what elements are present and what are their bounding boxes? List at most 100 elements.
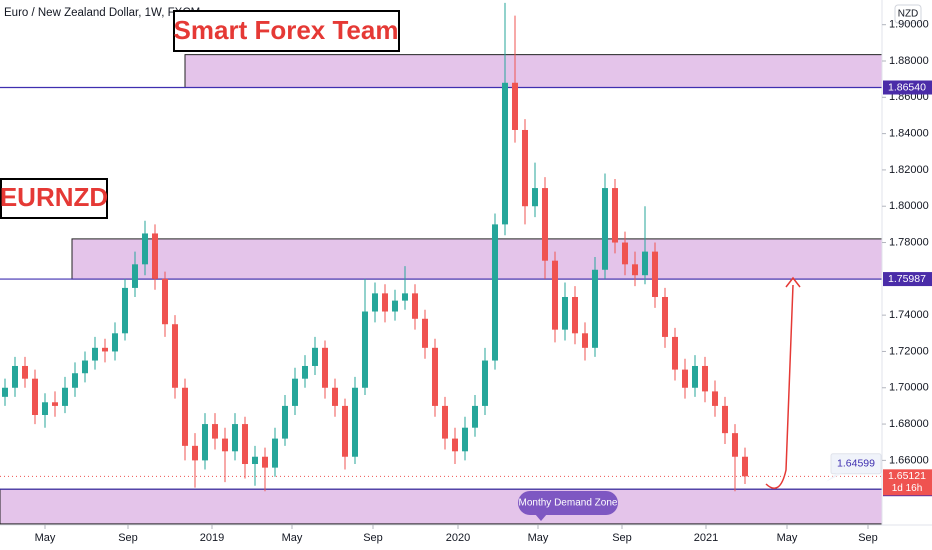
- candle-body: [402, 293, 408, 301]
- x-tick-label: Sep: [363, 532, 383, 544]
- candle-body: [472, 405, 478, 428]
- candle-body: [542, 188, 548, 261]
- candle-body: [182, 387, 188, 446]
- candle-body: [292, 378, 298, 406]
- annotation-box: [173, 10, 400, 52]
- plot: [0, 2, 883, 525]
- candle-body: [642, 251, 648, 276]
- candle-body: [332, 387, 338, 406]
- candle-body: [742, 456, 748, 477]
- candle-body: [382, 293, 388, 312]
- zone: [71, 238, 883, 280]
- y-tick-label: 1.84000: [889, 128, 929, 140]
- candle-body: [282, 405, 288, 439]
- candle-body: [372, 293, 378, 312]
- candle-body: [242, 424, 248, 465]
- candle-body: [232, 424, 238, 452]
- zone: [0, 488, 883, 525]
- candle-body: [272, 438, 278, 468]
- candle-body: [52, 402, 58, 406]
- candle-body: [132, 264, 138, 288]
- candle-body: [262, 456, 268, 468]
- y-tick-label: 1.68000: [889, 418, 929, 430]
- candle-body: [142, 233, 148, 265]
- candle-body: [192, 445, 198, 461]
- arrow-head: [785, 276, 801, 288]
- annotation: Monthy Demand Zone: [519, 498, 618, 509]
- candle-body: [252, 456, 258, 465]
- annotation: EURNZD: [0, 182, 108, 212]
- bubble-pointer: [535, 514, 547, 521]
- candle-body: [632, 264, 638, 276]
- x-tick-label: May: [282, 532, 303, 544]
- candle-body: [562, 296, 568, 330]
- y-tick-label: 1.74000: [889, 309, 929, 321]
- candle-body: [12, 365, 18, 388]
- candle-body: [602, 188, 608, 270]
- price-tag: [883, 469, 932, 496]
- tooltip-pointer: [826, 473, 842, 482]
- x-tick-label: May: [777, 532, 798, 544]
- candle-body: [2, 387, 8, 397]
- candle-body: [152, 233, 158, 279]
- y-tick-label: 1.66000: [889, 454, 929, 466]
- candle-body: [692, 365, 698, 388]
- x-tick-label: May: [528, 532, 549, 544]
- price-tag-label: 1.86540: [888, 81, 926, 93]
- candle-body: [512, 82, 518, 130]
- candle-body: [532, 188, 538, 207]
- candle-body: [442, 405, 448, 439]
- price-tooltip: [830, 453, 882, 475]
- candle-body: [492, 224, 498, 361]
- candle-body: [102, 347, 108, 352]
- candle-body: [612, 188, 618, 243]
- candle-body: [222, 438, 228, 452]
- candle-body: [412, 293, 418, 319]
- candle-body: [212, 424, 218, 439]
- annotation-bubble: [518, 491, 618, 515]
- y-tick-label: 1.80000: [889, 200, 929, 212]
- candle-body: [42, 402, 48, 415]
- x-tick-label: 2021: [694, 532, 718, 544]
- candle-body: [682, 369, 688, 388]
- y-tick-label: 1.78000: [889, 236, 929, 248]
- candle-body: [362, 311, 368, 388]
- y-tick-label: 1.72000: [889, 345, 929, 357]
- candle-body: [62, 387, 68, 406]
- projection-arrow: [765, 284, 794, 489]
- candle-body: [552, 260, 558, 330]
- price-tag-label: 1.65121: [888, 470, 926, 482]
- candle-body: [582, 333, 588, 348]
- price-tag-label: 1.75987: [888, 273, 926, 285]
- candle-body: [322, 347, 328, 388]
- candle-body: [22, 365, 28, 379]
- price-tag: [883, 272, 932, 287]
- y-tick-label: 1.82000: [889, 164, 929, 176]
- zone: [184, 54, 883, 88]
- candle-body: [122, 287, 128, 334]
- candle-body: [452, 438, 458, 452]
- candle-body: [352, 387, 358, 457]
- annotation-box: [0, 178, 108, 219]
- candle-body: [82, 360, 88, 374]
- annotation: Smart Forex Team: [174, 15, 399, 45]
- candle-body: [422, 318, 428, 348]
- candle-body: [432, 347, 438, 406]
- candle-body: [522, 129, 528, 207]
- candle-body: [202, 424, 208, 461]
- candle-body: [302, 365, 308, 379]
- y-tick-label: 1.70000: [889, 382, 929, 394]
- currency-box: [894, 4, 922, 24]
- candle-body: [312, 347, 318, 366]
- x-tick-label: 2019: [200, 532, 224, 544]
- candle-body: [702, 365, 708, 392]
- candle-body: [502, 82, 508, 225]
- candle-body: [72, 373, 78, 388]
- candle-body: [622, 242, 628, 265]
- price-tag: [883, 80, 932, 95]
- candle-body: [722, 405, 728, 434]
- countdown: 1d 16h: [892, 483, 923, 494]
- currency: NZD: [898, 9, 919, 20]
- chart-title: Euro / New Zealand Dollar, 1W, FXCM: [4, 7, 200, 19]
